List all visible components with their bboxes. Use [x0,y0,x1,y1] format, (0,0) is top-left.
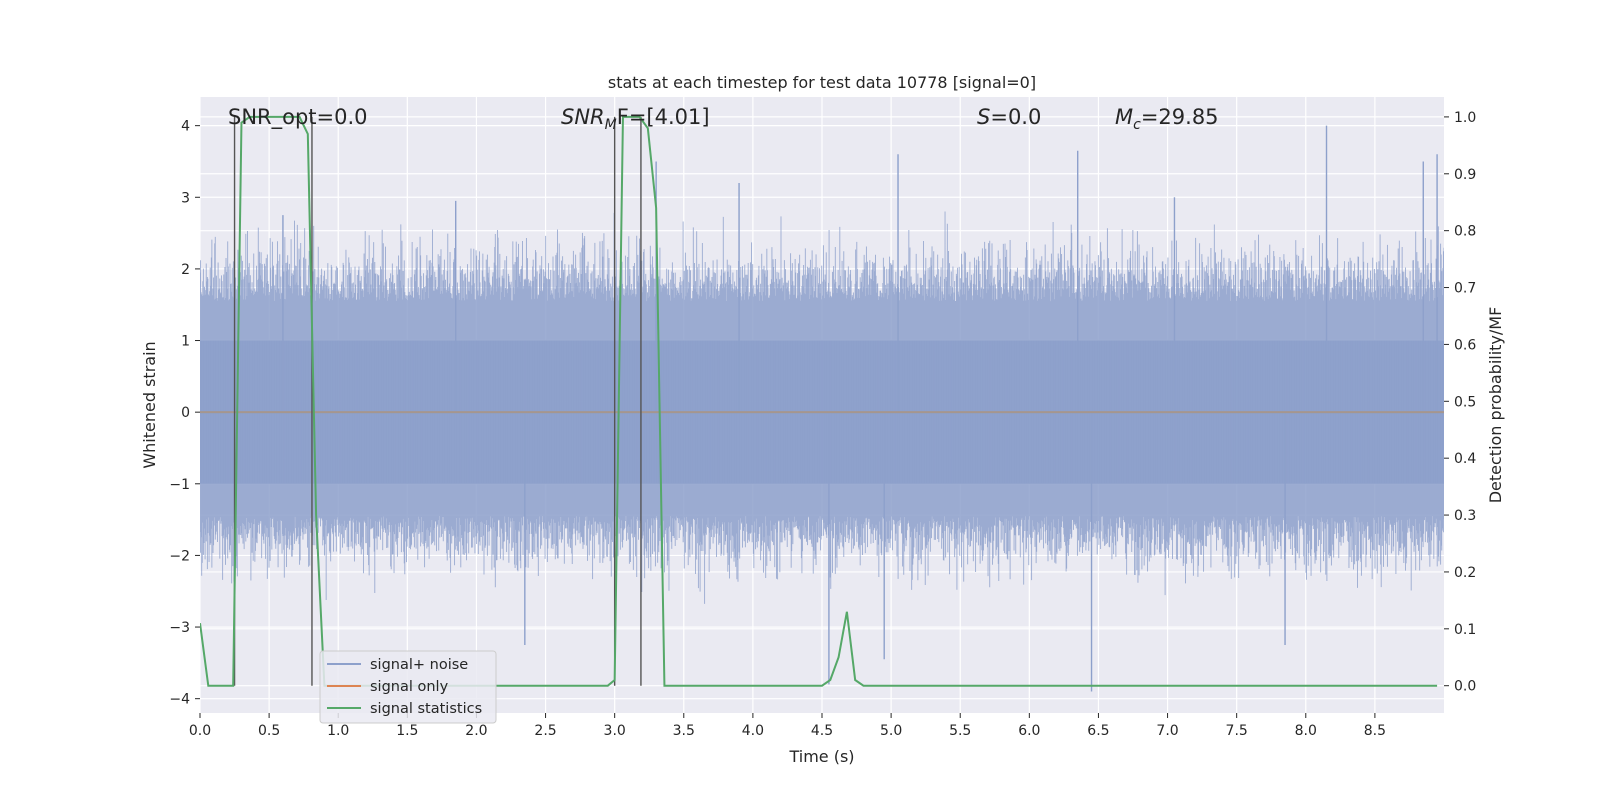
legend-label-signal-only: signal only [370,679,449,695]
snr-mf-subscript: M [605,117,617,133]
legend-box [319,650,497,724]
y2-tick-label-10: 0.0 [1454,679,1476,695]
y-tick-label-6: −2 [169,548,190,564]
y2-axis-ticks: 1.0 0.9 0.8 0.7 0.6 0.5 0.4 0.3 0.2 0.1 0.0 [1444,110,1476,695]
annotation-mc: Mc=29.85 [1115,105,1219,133]
annotation-snr-mf: SNRMF=[4.01] [561,105,710,133]
signal-statistics-series [200,115,1438,687]
x-tick-label-11: 5.5 [949,723,971,739]
x-tick-label-14: 7.0 [1156,723,1178,739]
x-tick-label-4: 2.0 [465,723,487,739]
x-axis-ticks: 0.0 0.5 1.0 1.5 2.0 2.5 3.0 3.5 4.0 4.5 5.0 5.5 6.0 6… [189,713,1386,739]
y2-tick-label-0: 1.0 [1454,110,1476,126]
x-tick-label-6: 3.0 [604,723,626,739]
x-tick-label-17: 8.5 [1364,723,1386,739]
y-tick-label-8: −4 [169,692,190,708]
s-variable: S [977,105,990,129]
snr-mf-base: SNR [561,105,605,129]
y-tick-label-7: −3 [169,620,190,636]
x-tick-label-13: 6.5 [1087,723,1109,739]
y2-tick-label-7: 0.3 [1454,508,1476,524]
y-tick-label-2: 2 [181,262,190,278]
legend-label-signal-noise: signal+ noise [370,657,468,673]
y-tick-label-1: 3 [181,190,190,206]
chart-title: stats at each timestep for test data 107… [608,73,1036,92]
x-tick-label-1: 0.5 [258,723,280,739]
annotation-snr-opt: SNR_opt=0.0 [228,105,368,130]
y2-tick-label-9: 0.1 [1454,622,1476,638]
x-tick-label-0: 0.0 [189,723,211,739]
x-tick-label-16: 8.0 [1295,723,1317,739]
annotation-s: S=0.0 [977,105,1041,129]
x-tick-label-3: 1.5 [396,723,418,739]
y-tick-label-4: 0 [181,405,190,421]
x-tick-label-10: 5.0 [880,723,902,739]
s-rest: =0.0 [990,105,1041,129]
y2-tick-label-1: 0.9 [1454,167,1476,183]
y-axis-label: Whitened strain [140,341,159,468]
y2-tick-label-8: 0.2 [1454,565,1476,581]
x-tick-label-12: 6.0 [1018,723,1040,739]
x-tick-label-5: 2.5 [534,723,556,739]
y2-tick-label-5: 0.5 [1454,394,1476,410]
snr-mf-rest: F=[4.01] [617,105,710,129]
legend: signal+ noise signal only signal statist… [319,650,497,724]
x-axis-label: Time (s) [788,747,854,766]
x-tick-label-2: 1.0 [327,723,349,739]
y-tick-label-5: −1 [169,477,190,493]
x-tick-label-15: 7.5 [1226,723,1248,739]
y2-tick-label-3: 0.7 [1454,281,1476,297]
y-tick-label-0: 4 [181,119,190,135]
x-tick-label-7: 3.5 [673,723,695,739]
y-axis-ticks: 4 3 2 1 0 −1 −2 −3 −4 [169,119,200,708]
mc-rest: =29.85 [1141,105,1219,129]
y2-tick-label-2: 0.8 [1454,224,1476,240]
y-tick-label-3: 1 [181,334,190,350]
mc-subscript: c [1133,117,1141,133]
mc-variable: M [1115,105,1133,129]
x-tick-label-8: 4.0 [742,723,764,739]
y2-axis-label: Detection probability/MF [1486,307,1505,504]
y2-tick-label-4: 0.6 [1454,337,1476,353]
legend-label-signal-statistics: signal statistics [370,701,482,717]
x-tick-label-9: 4.5 [811,723,833,739]
y2-tick-label-6: 0.4 [1454,451,1476,467]
signal-statistics-line [200,115,1438,687]
